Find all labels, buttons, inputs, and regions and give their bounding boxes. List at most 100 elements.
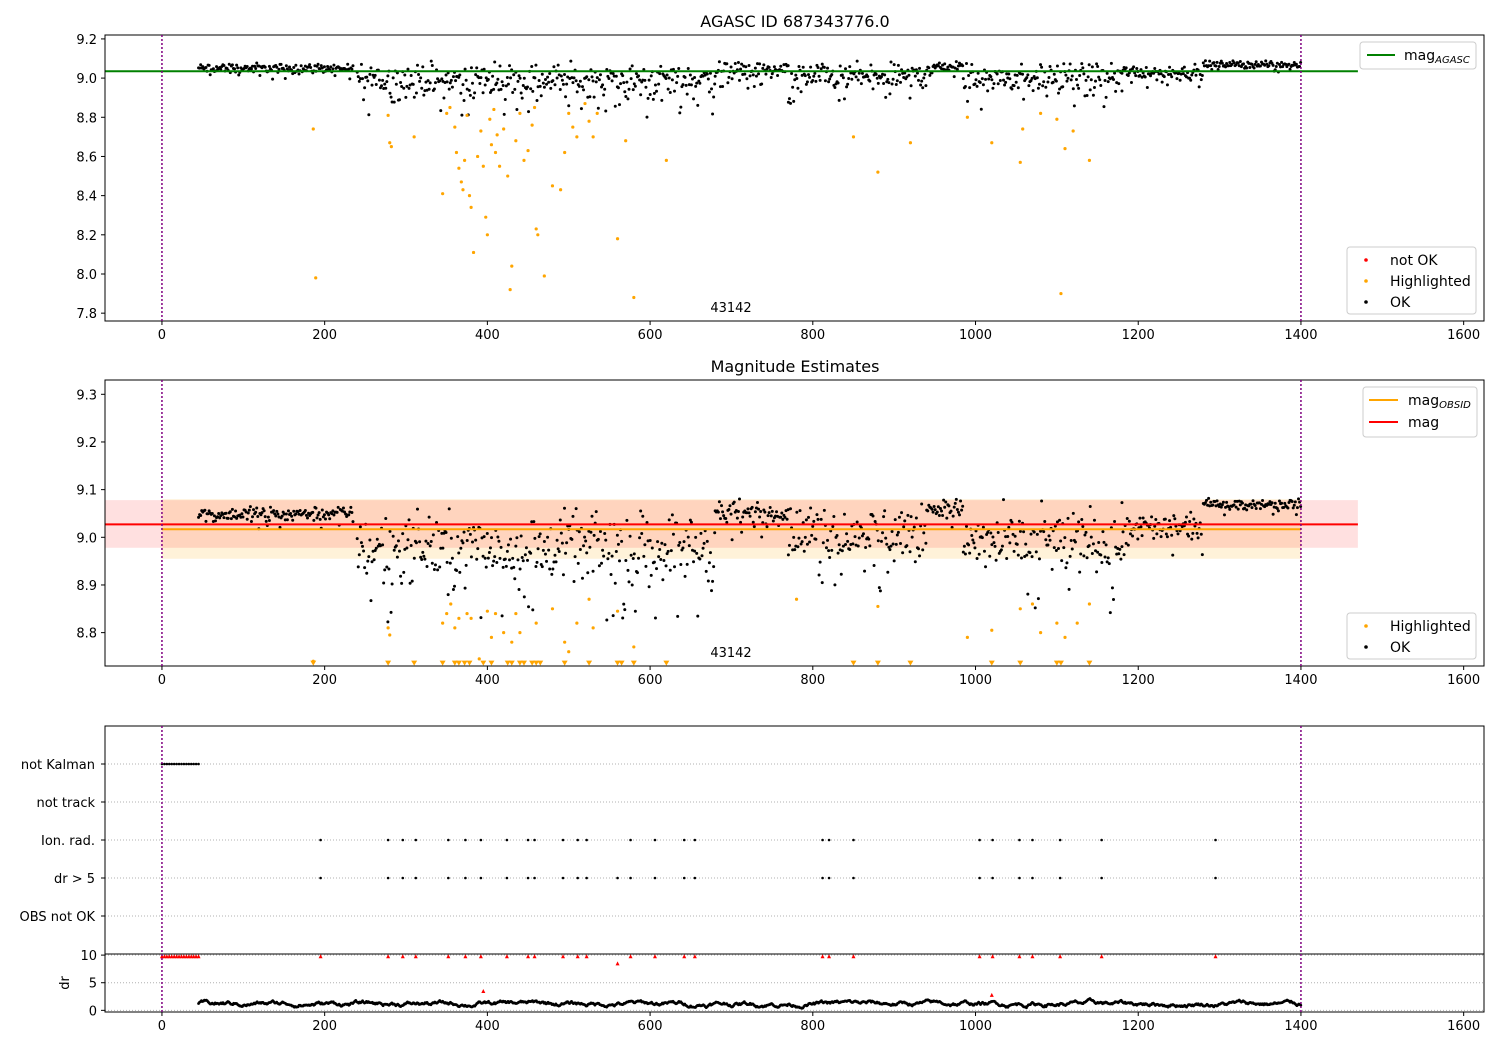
ok-point (451, 75, 455, 79)
ok-point (991, 535, 995, 539)
ok-point (700, 554, 704, 558)
y-tick-label: 8.2 (76, 229, 97, 244)
ok-point (575, 90, 579, 94)
ok-point (621, 616, 625, 620)
ok-point (541, 548, 545, 552)
ok-point (683, 574, 687, 578)
highlighted-point (530, 123, 534, 127)
ok-point (1140, 534, 1144, 538)
ok-point (943, 62, 947, 66)
ok-point (508, 64, 512, 68)
ok-point (254, 510, 258, 514)
ok-point (496, 77, 500, 81)
ok-point (314, 506, 318, 510)
ok-point (372, 558, 376, 562)
ok-point (204, 66, 208, 70)
ok-point (643, 78, 647, 82)
ok-point (1005, 72, 1009, 76)
highlighted-point (1039, 111, 1043, 115)
ok-point (411, 82, 415, 86)
ok-point (1250, 62, 1254, 66)
ok-point (717, 60, 721, 64)
ok-point (827, 80, 831, 84)
ok-point (1233, 499, 1237, 503)
ok-point (853, 535, 857, 539)
ok-point (536, 547, 540, 551)
highlighted-point (1039, 631, 1043, 635)
ok-point (602, 554, 606, 558)
ok-point (632, 552, 636, 556)
flag-point (682, 838, 686, 842)
ok-point (375, 537, 379, 541)
ok-point (833, 86, 837, 90)
notok-marker (526, 954, 531, 959)
ok-point (913, 560, 917, 564)
ok-point (457, 551, 461, 555)
ok-point (312, 518, 316, 522)
ok-point (875, 76, 879, 80)
ok-point (859, 82, 863, 86)
ok-point (607, 76, 611, 80)
ok-point (1039, 529, 1043, 533)
highlighted-point (469, 616, 473, 620)
ok-point (830, 548, 834, 552)
highlighted-point (595, 111, 599, 115)
ok-point (1031, 89, 1035, 93)
ok-point (605, 67, 609, 71)
ok-point (961, 504, 965, 508)
ok-point (436, 77, 440, 81)
ok-point (234, 509, 238, 513)
flags-panel: not Kalman not track Ion. rad. dr > 5 OB… (20, 725, 1485, 955)
ok-point (1145, 85, 1149, 89)
below-range-marker (533, 660, 540, 666)
ok-point (602, 93, 606, 97)
ok-point (1175, 77, 1179, 81)
ok-point (836, 81, 840, 85)
ok-point (971, 538, 975, 542)
ok-point (776, 74, 780, 78)
ok-point (725, 520, 729, 524)
ok-point (233, 67, 237, 71)
ok-point (540, 72, 544, 76)
ok-point (751, 73, 755, 77)
ok-point (420, 86, 424, 90)
ok-point (1008, 77, 1012, 81)
ok-point (686, 535, 690, 539)
ok-point (545, 82, 549, 86)
ok-point (705, 539, 709, 543)
ok-point (877, 586, 881, 590)
ok-point (1109, 61, 1113, 65)
flag-point (827, 838, 831, 842)
ok-point (639, 509, 643, 513)
ok-point (542, 540, 546, 544)
ok-point (1150, 515, 1154, 519)
ok-point (671, 67, 675, 71)
ok-point (470, 540, 474, 544)
highlighted-point (488, 117, 492, 121)
ok-point (624, 558, 628, 562)
ok-point (493, 60, 497, 64)
ok-point (429, 59, 433, 63)
ok-point (213, 519, 217, 523)
below-range-marker (480, 660, 487, 666)
notok-marker (584, 954, 589, 959)
ok-point (696, 103, 700, 107)
ok-point (757, 507, 761, 511)
ok-point (592, 533, 596, 537)
ok-point (692, 560, 696, 564)
ok-point (473, 91, 477, 95)
ok-point (1267, 64, 1271, 68)
flag-point (401, 838, 405, 842)
ok-point (664, 77, 668, 81)
ok-point (957, 513, 961, 517)
x-tick-label: 1000 (959, 673, 992, 688)
ok-point (926, 509, 930, 513)
ok-point (603, 87, 607, 91)
ok-point (524, 546, 528, 550)
ok-point (229, 517, 233, 521)
ok-point (207, 63, 211, 67)
ok-point (509, 537, 513, 541)
ok-point (995, 72, 999, 76)
ok-point (710, 87, 714, 91)
y-tick-label: 8.6 (76, 150, 97, 165)
